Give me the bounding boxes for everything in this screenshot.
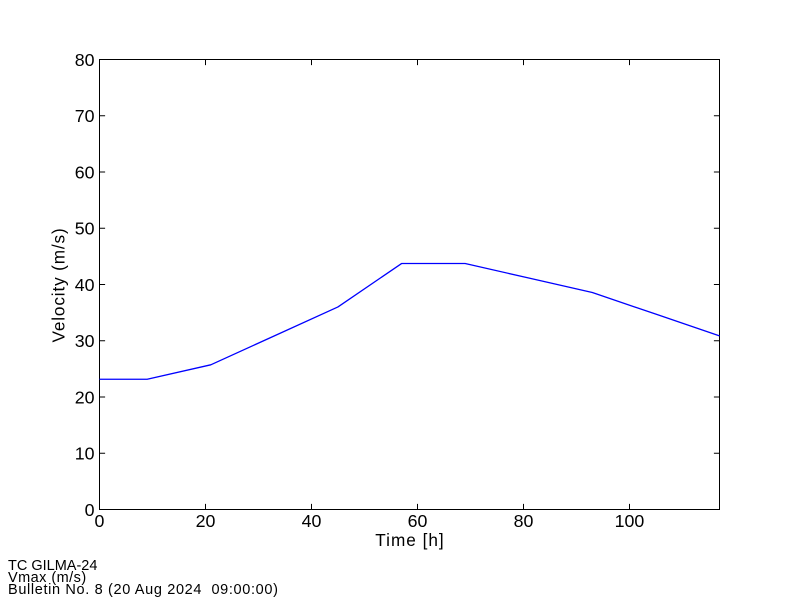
svg-text:50: 50 [75, 219, 95, 239]
svg-text:60: 60 [408, 511, 428, 531]
svg-text:70: 70 [75, 106, 95, 126]
svg-text:20: 20 [196, 511, 216, 531]
svg-text:Vmax (m/s): Vmax (m/s) [8, 570, 87, 586]
svg-text:Bulletin No. 8 (20 Aug 2024 0: Bulletin No. 8 (20 Aug 2024 09:00:00) [8, 582, 279, 598]
svg-text:80: 80 [514, 511, 534, 531]
svg-text:30: 30 [75, 331, 95, 351]
svg-text:Time [h]: Time [h] [375, 530, 444, 550]
svg-text:40: 40 [75, 275, 95, 295]
svg-text:40: 40 [302, 511, 322, 531]
svg-text:10: 10 [75, 444, 95, 464]
svg-text:80: 80 [75, 50, 95, 70]
svg-text:0: 0 [95, 511, 105, 531]
svg-text:Velocity (m/s): Velocity (m/s) [48, 227, 68, 342]
svg-text:0: 0 [85, 500, 95, 520]
svg-text:100: 100 [615, 511, 645, 531]
svg-text:TC GILMA-24: TC GILMA-24 [8, 558, 97, 574]
svg-text:60: 60 [75, 162, 95, 182]
svg-text:20: 20 [75, 387, 95, 407]
